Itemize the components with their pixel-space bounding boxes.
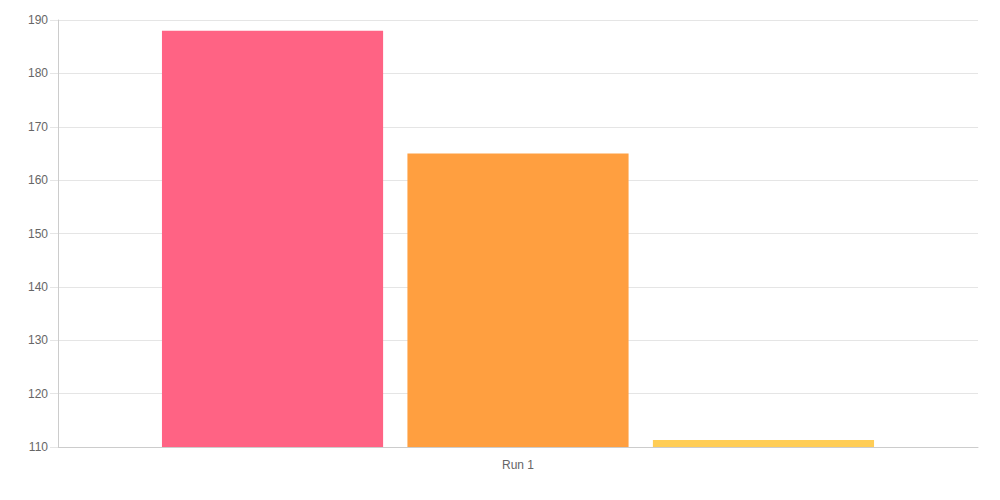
svg-text:140: 140 xyxy=(28,280,48,294)
svg-text:160: 160 xyxy=(28,173,48,187)
svg-text:Run 1: Run 1 xyxy=(502,458,534,472)
svg-text:170: 170 xyxy=(28,120,48,134)
svg-text:110: 110 xyxy=(29,440,48,454)
svg-text:130: 130 xyxy=(28,333,48,347)
svg-text:120: 120 xyxy=(28,387,48,401)
svg-text:180: 180 xyxy=(28,66,48,80)
svg-text:150: 150 xyxy=(28,227,48,241)
svg-text:190: 190 xyxy=(28,13,48,27)
